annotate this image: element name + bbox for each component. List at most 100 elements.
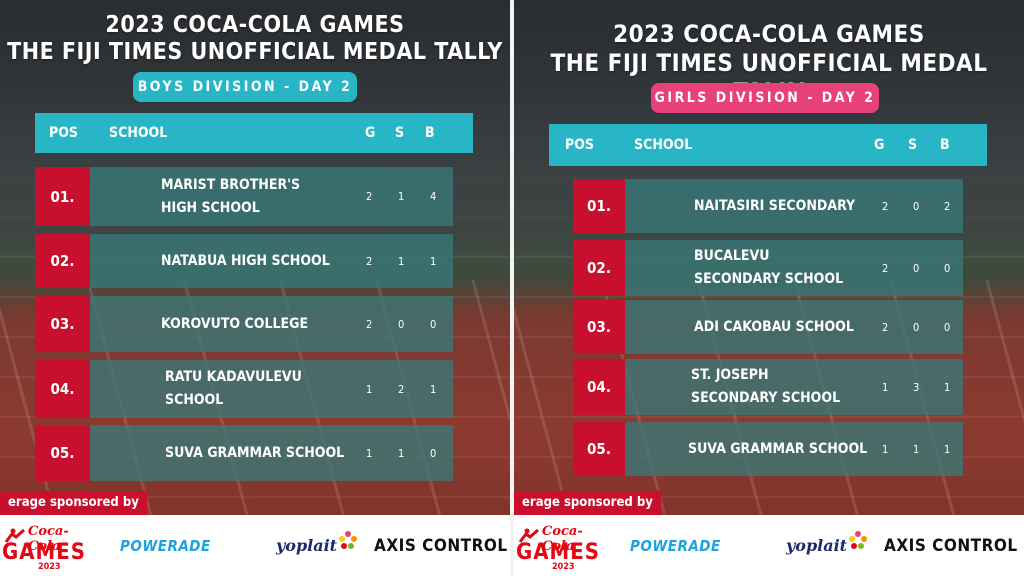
title-line-2: THE FIJI TIMES UNOFFICIAL MEDAL TALLY <box>550 49 988 106</box>
row-school: RATU KADAVULEVU SCHOOL <box>165 369 302 408</box>
row-school: SUVA GRAMMAR SCHOOL <box>165 444 345 461</box>
header-gold: G <box>874 137 885 153</box>
title-line-1: 2023 COCA-COLA GAMES <box>613 20 925 48</box>
table-row: 03. KOROVUTO COLLEGE 2 0 0 <box>35 296 453 352</box>
row-bronze: 4 <box>430 190 437 203</box>
coca-cola-games-logo: Coca-Cola GAMES 2023 <box>0 515 100 576</box>
row-position: 02. <box>573 240 625 296</box>
table-row: 05. SUVA GRAMMAR SCHOOL 1 1 1 <box>573 422 963 476</box>
row-bronze: 0 <box>430 317 437 331</box>
row-gold: 2 <box>882 320 889 334</box>
sponsor-tag: erage sponsored by <box>0 491 147 515</box>
yoplait-flower-icon <box>339 530 358 549</box>
row-gold: 2 <box>882 199 889 213</box>
header-pos: POS <box>565 137 595 153</box>
axis-control-logo: AXIS CONTROL <box>374 535 508 556</box>
table-row: 05. SUVA GRAMMAR SCHOOL 1 1 0 <box>35 425 453 481</box>
row-position: 05. <box>35 425 90 481</box>
sponsor-bar: Coca-Cola GAMES 2023 POWERADE yoplait AX… <box>514 515 1024 576</box>
row-silver: 0 <box>398 317 405 331</box>
powerade-logo: POWERADE <box>630 536 721 555</box>
header-school: SCHOOL <box>109 125 168 141</box>
games-wordmark: GAMES <box>2 540 87 565</box>
row-gold: 1 <box>882 442 889 456</box>
row-position: 05. <box>573 422 625 476</box>
coca-cola-script: Coca-Cola <box>28 524 69 554</box>
row-school: NATABUA HIGH SCHOOL <box>161 252 330 269</box>
powerade-logo: POWERADE <box>120 536 211 555</box>
row-position: 04. <box>35 360 90 418</box>
row-bronze: 1 <box>944 380 951 394</box>
row-position: 04. <box>573 359 625 415</box>
panel-divider <box>510 0 514 576</box>
row-bronze: 1 <box>430 382 437 396</box>
row-gold: 1 <box>366 446 373 460</box>
row-school: ADI CAKOBAU SCHOOL <box>694 318 854 335</box>
sponsor-bar: Coca-Cola GAMES 2023 POWERADE yoplait AX… <box>0 515 510 576</box>
row-silver: 1 <box>398 446 405 460</box>
yoplait-wordmark: yoplait <box>786 536 848 555</box>
row-silver: 1 <box>398 190 405 203</box>
row-gold: 2 <box>882 261 889 275</box>
table-row: 01. MARIST BROTHER'S HIGH SCHOOL 2 1 4 <box>35 167 453 226</box>
athlete-icon <box>4 528 25 543</box>
header-pos: POS <box>49 125 79 141</box>
boys-division-panel: 2023 COCA-COLA GAMES THE FIJI TIMES UNOF… <box>0 0 510 576</box>
yoplait-wordmark: yoplait <box>276 536 338 555</box>
row-school: BUCALEVU SECONDARY SCHOOL <box>694 248 844 287</box>
row-school: KOROVUTO COLLEGE <box>161 315 309 332</box>
row-position: 02. <box>35 234 90 288</box>
row-silver: 0 <box>913 261 920 275</box>
row-silver: 1 <box>913 442 920 456</box>
yoplait-flower-icon <box>849 530 868 549</box>
row-gold: 2 <box>366 317 373 331</box>
athlete-icon <box>518 528 539 543</box>
header-school: SCHOOL <box>634 137 693 153</box>
header-bronze: B <box>425 125 435 141</box>
row-position: 03. <box>573 300 625 354</box>
table-row: 01. NAITASIRI SECONDARY 2 0 2 <box>573 179 963 233</box>
row-silver: 2 <box>398 382 405 396</box>
yoplait-logo: yoplait <box>276 515 358 576</box>
row-bronze: 1 <box>430 254 437 268</box>
row-bronze: 0 <box>944 261 951 275</box>
coca-cola-games-logo: Coca-Cola GAMES 2023 <box>514 515 614 576</box>
table-row: 02. NATABUA HIGH SCHOOL 2 1 1 <box>35 234 453 288</box>
table-header: POS SCHOOL G S B <box>549 124 987 166</box>
table-row: 02. BUCALEVU SECONDARY SCHOOL 2 0 0 <box>573 240 963 296</box>
title-line-2: THE FIJI TIMES UNOFFICIAL MEDAL TALLY <box>7 39 503 65</box>
games-wordmark: GAMES <box>516 540 601 565</box>
panel-title: 2023 COCA-COLA GAMES THE FIJI TIMES UNOF… <box>0 12 510 66</box>
title-line-1: 2023 COCA-COLA GAMES <box>105 12 405 38</box>
table-header: POS SCHOOL G S B <box>35 113 473 153</box>
table-row: 04. ST. JOSEPH SECONDARY SCHOOL 1 3 1 <box>573 359 963 415</box>
row-gold: 2 <box>366 254 373 268</box>
row-gold: 1 <box>366 382 373 396</box>
division-label: BOYS DIVISION - DAY 2 <box>133 72 357 102</box>
row-gold: 2 <box>366 190 373 203</box>
header-gold: G <box>365 125 376 141</box>
header-silver: S <box>908 137 918 153</box>
row-bronze: 1 <box>944 442 951 456</box>
header-bronze: B <box>940 137 950 153</box>
row-position: 03. <box>35 296 90 352</box>
row-silver: 0 <box>913 199 920 213</box>
coca-cola-script: Coca-Cola <box>542 524 583 554</box>
row-bronze: 0 <box>430 446 437 460</box>
header-silver: S <box>395 125 405 141</box>
table-row: 03. ADI CAKOBAU SCHOOL 2 0 0 <box>573 300 963 354</box>
yoplait-logo: yoplait <box>786 515 868 576</box>
girls-division-panel: 2023 COCA-COLA GAMES THE FIJI TIMES UNOF… <box>514 0 1024 576</box>
row-bronze: 0 <box>944 320 951 334</box>
games-year: 2023 <box>38 562 61 572</box>
row-position: 01. <box>35 167 90 226</box>
sponsor-tag: erage sponsored by <box>514 491 661 515</box>
row-school: ST. JOSEPH SECONDARY SCHOOL <box>691 367 841 406</box>
axis-control-logo: AXIS CONTROL <box>884 535 1018 556</box>
row-position: 01. <box>573 179 625 233</box>
row-bronze: 2 <box>944 199 951 213</box>
row-gold: 1 <box>882 380 889 394</box>
panel-title: 2023 COCA-COLA GAMES THE FIJI TIMES UNOF… <box>514 20 1024 107</box>
division-label: GIRLS DIVISION - DAY 2 <box>651 83 879 113</box>
